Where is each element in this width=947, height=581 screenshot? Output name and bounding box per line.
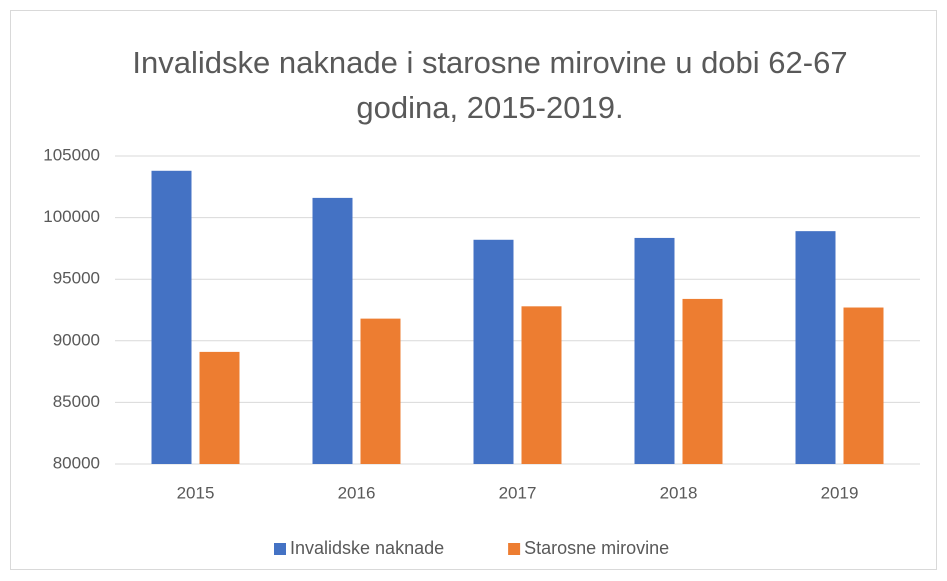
legend-swatch bbox=[508, 543, 521, 555]
bar bbox=[682, 298, 723, 464]
bar bbox=[199, 351, 240, 464]
bar bbox=[312, 197, 353, 464]
y-tick-label: 80000 bbox=[53, 453, 100, 472]
bar bbox=[843, 307, 884, 464]
x-tick-label: 2018 bbox=[660, 483, 698, 502]
x-tick-label: 2015 bbox=[177, 483, 215, 502]
y-tick-label: 95000 bbox=[53, 269, 100, 288]
bar bbox=[634, 237, 675, 464]
y-tick-label: 90000 bbox=[53, 330, 100, 349]
chart-title: Invalidske naknade i starosne mirovine u… bbox=[132, 45, 848, 125]
y-tick-label: 85000 bbox=[53, 392, 100, 411]
bar bbox=[795, 231, 836, 464]
y-tick-label: 105000 bbox=[43, 145, 100, 164]
legend-label: Invalidske naknade bbox=[290, 538, 444, 558]
bar bbox=[473, 239, 514, 464]
bar bbox=[521, 306, 562, 464]
bar bbox=[360, 318, 401, 464]
x-tick-label: 2019 bbox=[821, 483, 859, 502]
x-tick-label: 2016 bbox=[338, 483, 376, 502]
x-tick-label: 2017 bbox=[499, 483, 537, 502]
legend-label: Starosne mirovine bbox=[524, 538, 669, 558]
bar bbox=[151, 170, 192, 464]
legend-swatch bbox=[274, 543, 286, 555]
y-tick-label: 100000 bbox=[43, 207, 100, 226]
